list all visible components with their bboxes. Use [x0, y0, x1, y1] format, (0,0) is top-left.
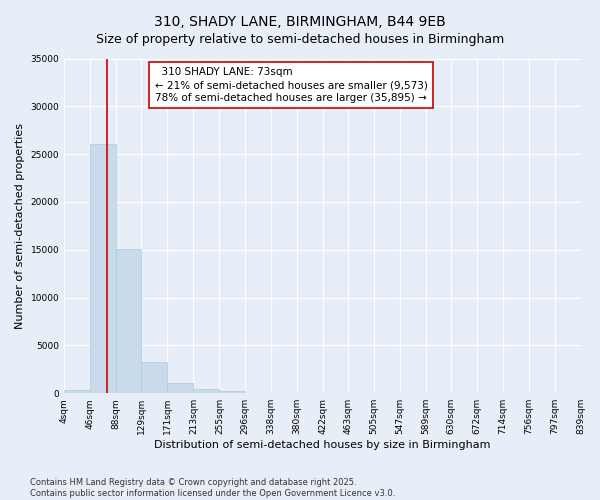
- Y-axis label: Number of semi-detached properties: Number of semi-detached properties: [15, 123, 25, 329]
- Bar: [90, 144, 116, 393]
- X-axis label: Distribution of semi-detached houses by size in Birmingham: Distribution of semi-detached houses by …: [154, 440, 491, 450]
- Text: Contains HM Land Registry data © Crown copyright and database right 2025.
Contai: Contains HM Land Registry data © Crown c…: [30, 478, 395, 498]
- Bar: [167, 383, 193, 393]
- Bar: [142, 362, 167, 393]
- Text: 310, SHADY LANE, BIRMINGHAM, B44 9EB: 310, SHADY LANE, BIRMINGHAM, B44 9EB: [154, 15, 446, 29]
- Bar: [116, 249, 142, 393]
- Text: 310 SHADY LANE: 73sqm
← 21% of semi-detached houses are smaller (9,573)
78% of s: 310 SHADY LANE: 73sqm ← 21% of semi-deta…: [155, 67, 427, 104]
- Text: Size of property relative to semi-detached houses in Birmingham: Size of property relative to semi-detach…: [96, 32, 504, 46]
- Bar: [220, 392, 245, 393]
- Bar: [64, 390, 90, 393]
- Bar: [193, 389, 220, 393]
